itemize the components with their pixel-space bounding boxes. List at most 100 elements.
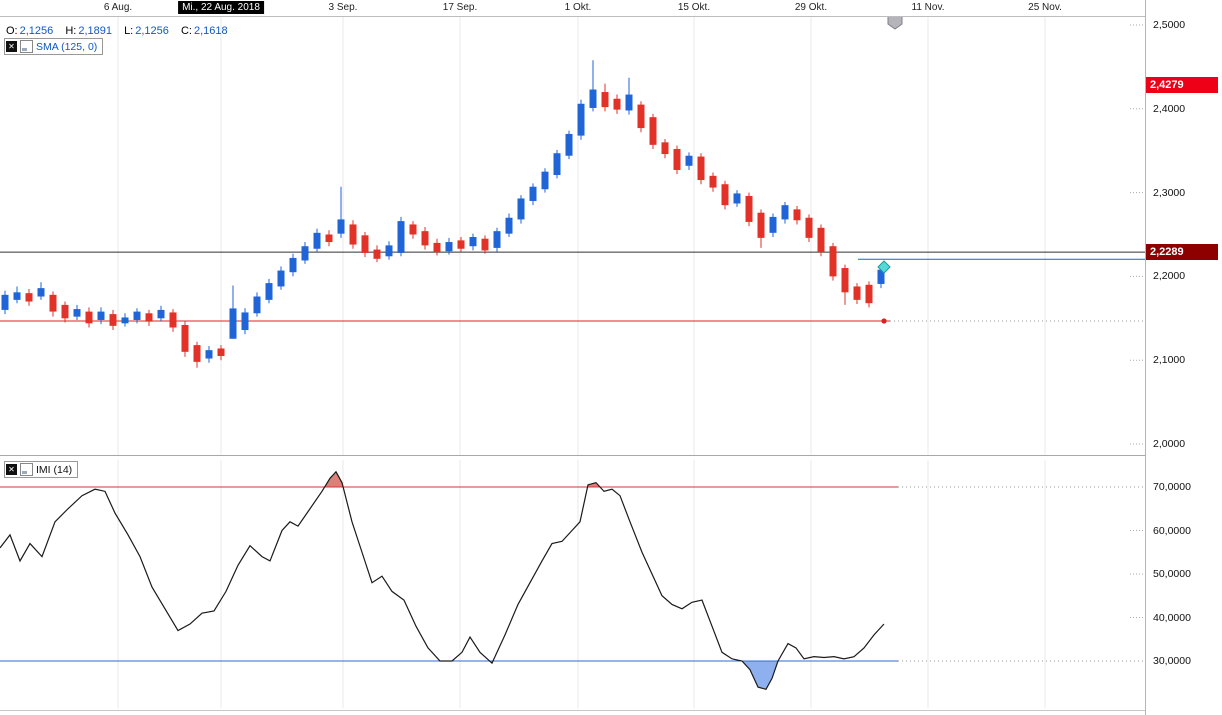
imi-line[interactable]	[0, 470, 885, 690]
candlestick[interactable]	[577, 103, 585, 136]
candlestick[interactable]	[661, 142, 669, 155]
candlestick[interactable]	[649, 117, 657, 145]
candlestick[interactable]	[373, 249, 381, 259]
candlestick[interactable]	[601, 92, 609, 108]
candlestick[interactable]	[805, 217, 813, 238]
candlestick[interactable]	[469, 237, 477, 247]
candlestick[interactable]	[397, 221, 405, 253]
candlestick[interactable]	[385, 245, 393, 257]
collapse-imi-icon[interactable]	[20, 463, 33, 476]
candlestick[interactable]	[685, 155, 693, 166]
candlestick[interactable]	[517, 198, 525, 220]
candlestick[interactable]	[505, 217, 513, 234]
candlestick[interactable]	[877, 269, 885, 284]
candlestick[interactable]	[265, 283, 273, 300]
candlestick[interactable]	[109, 314, 117, 326]
date-axis[interactable]: 6 Aug. Mi., 22 Aug. 2018 3 Sep. 17 Sep. 1 Ok…	[0, 0, 1145, 17]
candlestick[interactable]	[709, 175, 717, 188]
close-value: 2,1618	[193, 25, 228, 37]
candlestick[interactable]	[589, 89, 597, 108]
candlestick[interactable]	[229, 308, 237, 339]
open-value: 2,1256	[19, 25, 54, 37]
order-marker-diamond[interactable]	[877, 260, 891, 274]
price-tick-label: 2,5000	[1153, 19, 1186, 31]
high-label: H:	[65, 25, 77, 37]
candlestick[interactable]	[793, 209, 801, 221]
candlestick[interactable]	[781, 205, 789, 220]
sma-indicator-box[interactable]: ✕ SMA (125, 0)	[4, 38, 104, 55]
candlestick[interactable]	[49, 294, 57, 312]
candlestick[interactable]	[769, 216, 777, 233]
timeline-marker-flag[interactable]	[887, 14, 903, 30]
sma-indicator-label: SMA (125, 0)	[36, 40, 98, 53]
candlestick[interactable]	[721, 184, 729, 206]
candlestick[interactable]	[613, 98, 621, 110]
candlestick[interactable]	[829, 246, 837, 277]
high-value: 2,1891	[78, 25, 112, 37]
remove-sma-icon[interactable]: ✕	[6, 41, 17, 52]
price-tick-label: 2,1000	[1153, 354, 1186, 367]
imi-indicator-box[interactable]: ✕ IMI (14)	[4, 461, 79, 478]
candlestick[interactable]	[853, 286, 861, 300]
candlestick[interactable]	[145, 313, 153, 322]
candlestick[interactable]	[553, 153, 561, 176]
candlestick[interactable]	[181, 325, 189, 352]
candlestick[interactable]	[25, 293, 33, 302]
candlestick[interactable]	[61, 304, 69, 319]
date-label-highlighted: Mi., 22 Aug. 2018	[178, 1, 264, 14]
candlestick[interactable]	[745, 195, 753, 222]
candlestick[interactable]	[817, 227, 825, 253]
candlestick[interactable]	[1, 294, 9, 310]
candlestick[interactable]	[481, 238, 489, 251]
candlestick[interactable]	[625, 94, 633, 111]
candlestick[interactable]	[565, 133, 573, 156]
candlestick[interactable]	[433, 242, 441, 253]
candlestick[interactable]	[169, 312, 177, 328]
candlestick[interactable]	[361, 235, 369, 253]
candlestick[interactable]	[337, 219, 345, 234]
candlestick[interactable]	[733, 193, 741, 204]
candlestick[interactable]	[637, 104, 645, 129]
candlestick[interactable]	[157, 309, 165, 319]
remove-imi-icon[interactable]: ✕	[6, 464, 17, 475]
candlestick[interactable]	[757, 212, 765, 238]
candlestick[interactable]	[349, 224, 357, 245]
candlestick[interactable]	[313, 232, 321, 249]
candlestick[interactable]	[13, 292, 21, 300]
candlestick[interactable]	[865, 284, 873, 304]
candlestick[interactable]	[493, 231, 501, 248]
collapse-sma-icon[interactable]	[20, 40, 33, 53]
candlestick[interactable]	[217, 348, 225, 357]
low-value: 2,1256	[135, 25, 169, 37]
candlestick[interactable]	[529, 186, 537, 201]
candlestick[interactable]	[301, 246, 309, 261]
candlestick[interactable]	[241, 312, 249, 331]
price-tick-label: 2,3000	[1153, 186, 1186, 199]
candlestick[interactable]	[277, 270, 285, 287]
candlestick[interactable]	[133, 311, 141, 320]
price-axis[interactable]: 2,5000 2,4000 2,3000 2,2000 2,1000 2,0000 2,42…	[1145, 0, 1222, 715]
candlestick[interactable]	[421, 231, 429, 246]
candlestick[interactable]	[85, 311, 93, 324]
candlestick[interactable]	[445, 242, 453, 252]
candlestick[interactable]	[289, 257, 297, 273]
imi-tick-label: 30,0000	[1153, 655, 1191, 667]
candlestick[interactable]	[457, 240, 465, 249]
candlestick[interactable]	[73, 309, 81, 317]
candlestick[interactable]	[541, 171, 549, 190]
candlestick[interactable]	[121, 317, 129, 324]
overbought-fill	[324, 471, 344, 487]
candlestick[interactable]	[841, 268, 849, 293]
candlestick[interactable]	[409, 224, 417, 235]
candlestick[interactable]	[193, 345, 201, 362]
candlestick[interactable]	[205, 350, 213, 359]
candlestick[interactable]	[697, 156, 705, 181]
candlestick[interactable]	[97, 311, 105, 320]
candlestick[interactable]	[37, 288, 45, 297]
candlestick[interactable]	[325, 234, 333, 243]
date-label: 3 Sep.	[328, 2, 358, 13]
candlestick[interactable]	[673, 149, 681, 170]
candlestick[interactable]	[253, 296, 261, 314]
